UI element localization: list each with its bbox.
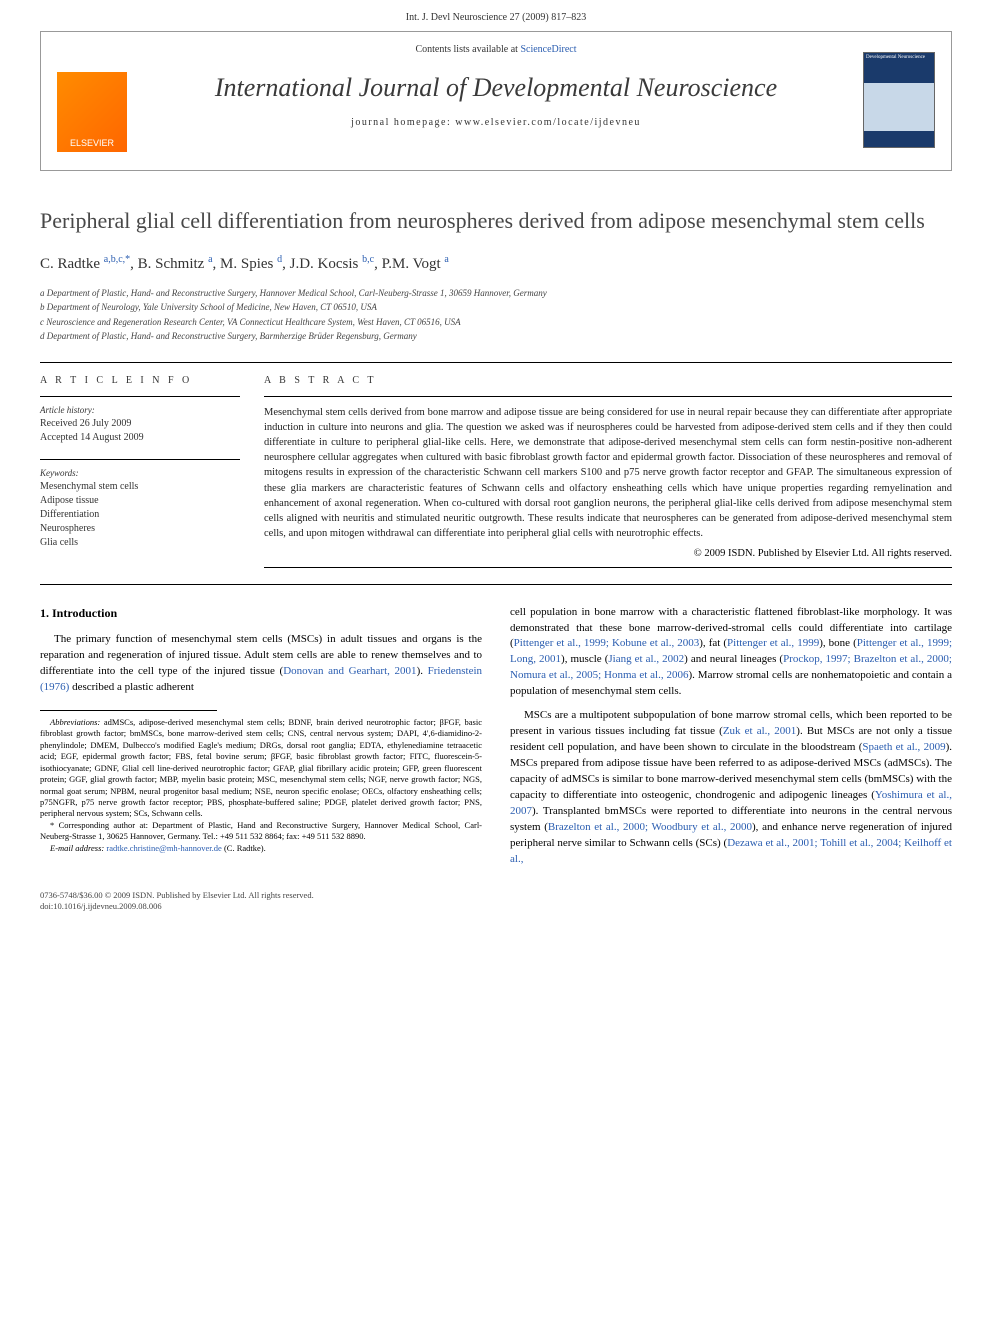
column-right: cell population in bone marrow with a ch… bbox=[510, 605, 952, 876]
journal-cover-thumb: Developmental Neuroscience bbox=[863, 52, 935, 148]
elsevier-logo: ELSEVIER bbox=[57, 72, 127, 152]
author-affil-sup: d bbox=[277, 254, 282, 265]
info-divider bbox=[40, 396, 240, 397]
body-paragraph: cell population in bone marrow with a ch… bbox=[510, 605, 952, 701]
abbreviations-footnote: Abbreviations: adMSCs, adipose-derived m… bbox=[40, 717, 482, 820]
article-info: A R T I C L E I N F O Article history: R… bbox=[40, 375, 240, 568]
article-history: Article history: Received 26 July 2009 A… bbox=[40, 405, 240, 445]
email-suffix: (C. Radtke). bbox=[222, 843, 266, 853]
body-paragraph: MSCs are a multipotent subpopulation of … bbox=[510, 708, 952, 867]
keyword: Glia cells bbox=[40, 536, 240, 550]
text-run: ) and neural lineages ( bbox=[684, 653, 783, 665]
homepage-url[interactable]: www.elsevier.com/locate/ijdevneu bbox=[455, 117, 641, 128]
journal-banner: Contents lists available at ScienceDirec… bbox=[40, 31, 952, 171]
section-heading: 1. Introduction bbox=[40, 605, 482, 622]
history-label: Article history: bbox=[40, 405, 240, 415]
corresponding-footnote: * Corresponding author at: Department of… bbox=[40, 820, 482, 843]
citation-link[interactable]: Donovan and Gearhart, 2001 bbox=[283, 665, 416, 677]
text-run: ). bbox=[417, 665, 428, 677]
text-run: ), fat ( bbox=[699, 637, 727, 649]
abstract-heading: A B S T R A C T bbox=[264, 375, 952, 386]
text-run: ), muscle ( bbox=[561, 653, 608, 665]
citation-link[interactable]: Spaeth et al., 2009 bbox=[862, 741, 945, 753]
abstract-divider bbox=[264, 567, 952, 568]
text-run: described a plastic adherent bbox=[69, 681, 194, 693]
abbrev-label: Abbreviations: bbox=[50, 717, 100, 727]
author-affil-sup: a,b,c, bbox=[104, 254, 125, 265]
article-title: Peripheral glial cell differentiation fr… bbox=[40, 207, 952, 236]
citation-link[interactable]: Brazelton et al., 2000; Woodbury et al.,… bbox=[548, 821, 752, 833]
info-divider bbox=[40, 459, 240, 460]
accepted-date: Accepted 14 August 2009 bbox=[40, 431, 240, 445]
keywords-block: Keywords: Mesenchymal stem cells Adipose… bbox=[40, 468, 240, 550]
received-date: Received 26 July 2009 bbox=[40, 417, 240, 431]
author-affil-sup: a bbox=[208, 254, 212, 265]
sciencedirect-link[interactable]: ScienceDirect bbox=[520, 44, 576, 55]
abstract-copyright: © 2009 ISDN. Published by Elsevier Ltd. … bbox=[264, 548, 952, 559]
corr-label: * Corresponding author at: bbox=[50, 820, 148, 830]
affiliation-item: a Department of Plastic, Hand- and Recon… bbox=[40, 287, 952, 301]
article-info-heading: A R T I C L E I N F O bbox=[40, 375, 240, 386]
footnote-divider bbox=[40, 710, 217, 711]
journal-homepage: journal homepage: www.elsevier.com/locat… bbox=[57, 117, 935, 128]
corresponding-marker: * bbox=[125, 254, 130, 265]
journal-cover-image bbox=[864, 83, 934, 131]
keyword: Neurospheres bbox=[40, 522, 240, 536]
running-head: Int. J. Devl Neuroscience 27 (2009) 817–… bbox=[0, 0, 992, 31]
email-link[interactable]: radtke.christine@mh-hannover.de bbox=[104, 843, 222, 853]
issn-line: 0736-5748/$36.00 © 2009 ISDN. Published … bbox=[40, 890, 952, 901]
abbrev-text: adMSCs, adipose-derived mesenchymal stem… bbox=[40, 717, 482, 819]
elsevier-logo-text: ELSEVIER bbox=[70, 138, 114, 148]
info-abstract-row: A R T I C L E I N F O Article history: R… bbox=[40, 375, 952, 568]
contents-prefix: Contents lists available at bbox=[415, 44, 520, 55]
column-left: 1. Introduction The primary function of … bbox=[40, 605, 482, 876]
journal-cover-title: Developmental Neuroscience bbox=[864, 53, 934, 83]
citation-link[interactable]: Zuk et al., 2001 bbox=[723, 725, 796, 737]
body-paragraph: The primary function of mesenchymal stem… bbox=[40, 632, 482, 696]
homepage-prefix: journal homepage: bbox=[351, 117, 455, 128]
page-footer: 0736-5748/$36.00 © 2009 ISDN. Published … bbox=[40, 890, 952, 912]
abstract-divider bbox=[264, 396, 952, 397]
journal-title: International Journal of Developmental N… bbox=[147, 73, 845, 103]
author-affil-sup: a bbox=[444, 254, 448, 265]
text-run: ), bone ( bbox=[819, 637, 857, 649]
keyword: Adipose tissue bbox=[40, 494, 240, 508]
body-columns: 1. Introduction The primary function of … bbox=[40, 605, 952, 876]
affiliations: a Department of Plastic, Hand- and Recon… bbox=[40, 287, 952, 344]
contents-line: Contents lists available at ScienceDirec… bbox=[57, 44, 935, 55]
citation-link[interactable]: Jiang et al., 2002 bbox=[608, 653, 684, 665]
divider bbox=[40, 362, 952, 363]
abstract: A B S T R A C T Mesenchymal stem cells d… bbox=[264, 375, 952, 568]
abstract-text: Mesenchymal stem cells derived from bone… bbox=[264, 405, 952, 542]
keyword: Differentiation bbox=[40, 508, 240, 522]
keyword: Mesenchymal stem cells bbox=[40, 480, 240, 494]
doi-line: doi:10.1016/j.ijdevneu.2009.08.006 bbox=[40, 901, 952, 912]
divider bbox=[40, 584, 952, 585]
keywords-label: Keywords: bbox=[40, 468, 240, 478]
author-affil-sup: b,c bbox=[362, 254, 374, 265]
affiliation-item: b Department of Neurology, Yale Universi… bbox=[40, 301, 952, 315]
email-footnote: E-mail address: radtke.christine@mh-hann… bbox=[40, 843, 482, 854]
affiliation-item: d Department of Plastic, Hand- and Recon… bbox=[40, 330, 952, 344]
authors: C. Radtke a,b,c,*, B. Schmitz a, M. Spie… bbox=[40, 254, 952, 273]
citation-link[interactable]: Pittenger et al., 1999; Kobune et al., 2… bbox=[514, 637, 700, 649]
citation-link[interactable]: Pittenger et al., 1999 bbox=[727, 637, 819, 649]
affiliation-item: c Neuroscience and Regeneration Research… bbox=[40, 316, 952, 330]
email-label: E-mail address: bbox=[50, 843, 104, 853]
